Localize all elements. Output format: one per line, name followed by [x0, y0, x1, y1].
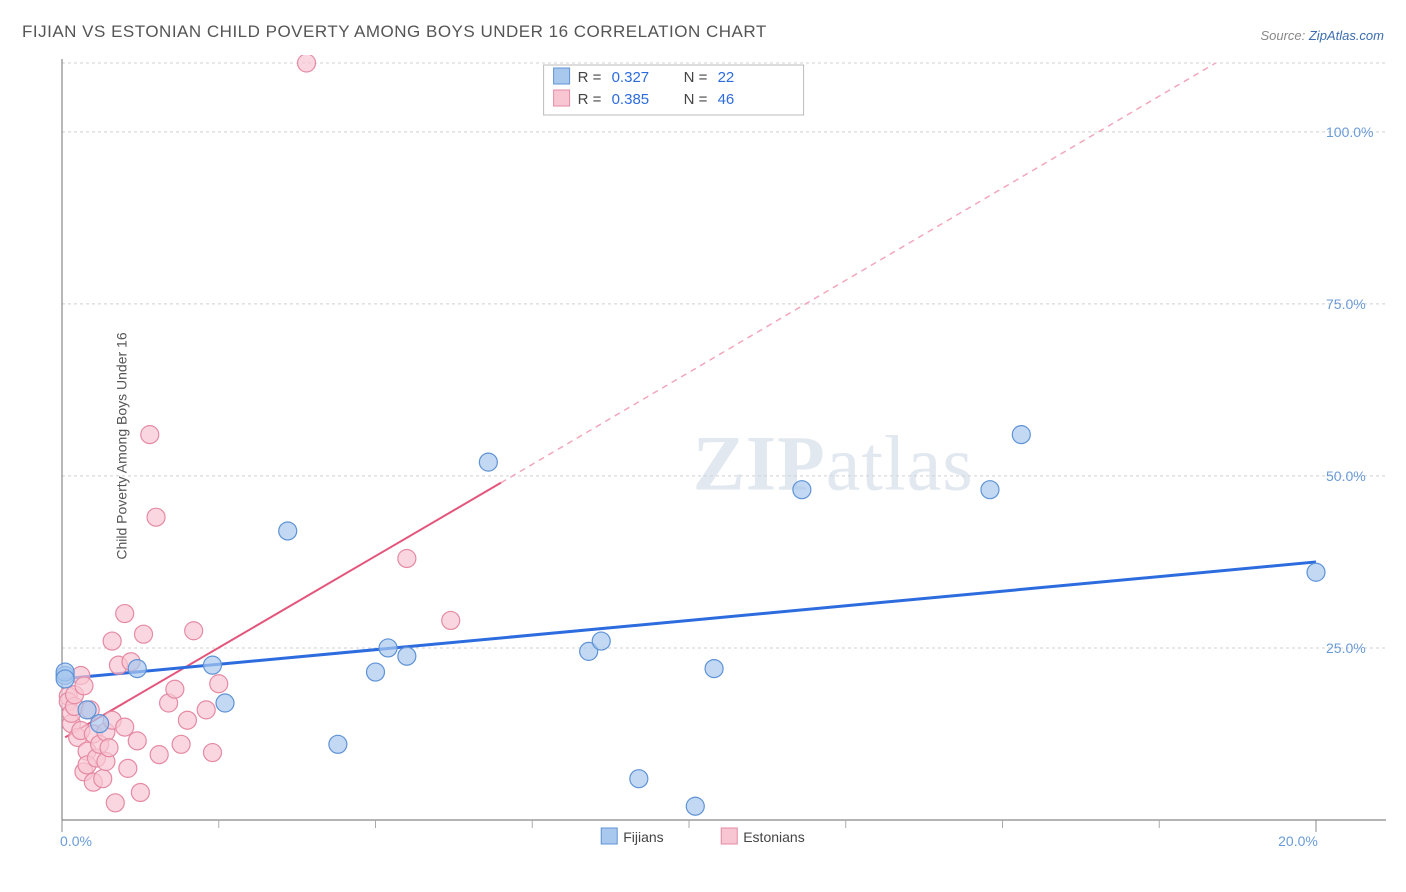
data-point-estonians [185, 622, 203, 640]
data-point-fijians [91, 715, 109, 733]
data-point-estonians [172, 735, 190, 753]
source-prefix: Source: [1260, 28, 1308, 43]
data-point-estonians [398, 549, 416, 567]
data-point-fijians [981, 481, 999, 499]
data-point-fijians [479, 453, 497, 471]
data-point-estonians [147, 508, 165, 526]
stats-r-label: R = [578, 69, 602, 86]
x-tick-label: 0.0% [60, 833, 92, 849]
data-point-estonians [106, 794, 124, 812]
source-attribution: Source: ZipAtlas.com [1260, 28, 1384, 43]
stats-r-value: 0.327 [612, 69, 650, 86]
data-point-fijians [686, 797, 704, 815]
stats-swatch [554, 68, 570, 84]
data-point-estonians [298, 55, 316, 72]
stats-n-value: 22 [718, 69, 735, 86]
data-point-fijians [367, 663, 385, 681]
data-point-fijians [705, 660, 723, 678]
stats-r-label: R = [578, 91, 602, 108]
data-point-fijians [216, 694, 234, 712]
stats-r-value: 0.385 [612, 91, 650, 108]
y-tick-label: 50.0% [1326, 468, 1366, 484]
data-point-estonians [116, 605, 134, 623]
data-point-estonians [100, 739, 118, 757]
data-point-fijians [78, 701, 96, 719]
data-point-estonians [103, 632, 121, 650]
legend-label: Estonians [743, 829, 804, 845]
data-point-estonians [116, 718, 134, 736]
data-point-fijians [329, 735, 347, 753]
data-point-estonians [166, 680, 184, 698]
data-point-estonians [210, 675, 228, 693]
chart-area: ZIPatlas 0.0% 20.0% 25.0% 50.0% 75.0% 100.0% R … [50, 55, 1386, 852]
data-point-estonians [141, 426, 159, 444]
data-point-estonians [442, 611, 460, 629]
data-point-fijians [379, 639, 397, 657]
legend-swatch [721, 828, 737, 844]
trendline-fijians [62, 562, 1316, 679]
data-point-fijians [1307, 563, 1325, 581]
stats-swatch [554, 90, 570, 106]
data-point-fijians [203, 656, 221, 674]
y-tick-label: 25.0% [1326, 640, 1366, 656]
data-point-estonians [135, 625, 153, 643]
legend-label: Fijians [623, 829, 663, 845]
data-point-estonians [75, 677, 93, 695]
data-point-estonians [119, 759, 137, 777]
y-tick-label: 100.0% [1326, 124, 1373, 140]
data-point-estonians [131, 783, 149, 801]
data-point-fijians [592, 632, 610, 650]
data-point-fijians [128, 660, 146, 678]
data-point-fijians [56, 670, 74, 688]
data-point-fijians [398, 647, 416, 665]
data-point-fijians [1012, 426, 1030, 444]
source-link[interactable]: ZipAtlas.com [1309, 28, 1384, 43]
stats-n-label: N = [684, 69, 708, 86]
data-point-estonians [94, 770, 112, 788]
chart-title: FIJIAN VS ESTONIAN CHILD POVERTY AMONG B… [22, 22, 767, 42]
data-point-estonians [150, 746, 168, 764]
data-point-estonians [178, 711, 196, 729]
watermark: ZIPatlas [693, 420, 974, 507]
data-point-estonians [197, 701, 215, 719]
stats-n-label: N = [684, 91, 708, 108]
y-tick-label: 75.0% [1326, 296, 1366, 312]
legend-swatch [601, 828, 617, 844]
x-tick-label: 20.0% [1278, 833, 1318, 849]
data-point-fijians [279, 522, 297, 540]
data-point-fijians [793, 481, 811, 499]
data-point-estonians [128, 732, 146, 750]
scatter-chart: ZIPatlas 0.0% 20.0% 25.0% 50.0% 75.0% 100.0% R … [50, 55, 1386, 852]
stats-n-value: 46 [718, 91, 735, 108]
data-point-estonians [203, 744, 221, 762]
data-point-fijians [630, 770, 648, 788]
